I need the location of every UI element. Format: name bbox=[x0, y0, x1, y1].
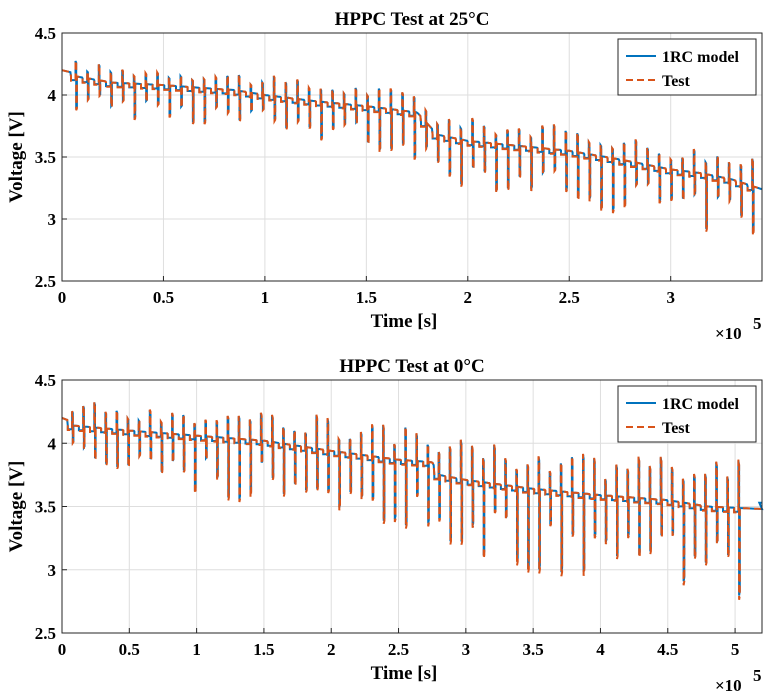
y-axis-label: Voltage [V] bbox=[6, 461, 27, 553]
chart-title: HPPC Test at 0°C bbox=[339, 356, 484, 377]
x-tick-label: 1 bbox=[261, 288, 270, 307]
x-tick-label: 3 bbox=[666, 288, 675, 307]
legend-box bbox=[617, 385, 757, 443]
x-tick-label: 2.5 bbox=[559, 288, 580, 307]
x-tick-label: 3.5 bbox=[523, 640, 544, 659]
x-axis-multiplier: ×10 bbox=[715, 324, 742, 343]
x-tick-label: 0 bbox=[58, 640, 67, 659]
y-tick-label: 2.5 bbox=[35, 272, 56, 291]
legend-label-1rc-model: 1RC model bbox=[662, 396, 739, 413]
y-tick-label: 2.5 bbox=[35, 624, 56, 643]
y-tick-label: 4.5 bbox=[35, 371, 56, 390]
y-tick-label: 3.5 bbox=[35, 498, 56, 517]
chart-hppc-0c: 0 0.5 1 1.5 2 2.5 3 3.5 4 4.5 5 2.5 3 3.5 4 4.5 HPPC Tes… bbox=[6, 356, 764, 695]
legend-box bbox=[617, 38, 757, 96]
y-axis-label: Voltage [V] bbox=[6, 111, 27, 203]
y-tick-label: 3 bbox=[48, 210, 57, 229]
x-axis-multiplier-exponent: 5 bbox=[753, 314, 762, 333]
x-axis-multiplier-exponent: 5 bbox=[753, 666, 762, 685]
x-tick-label: 1 bbox=[192, 640, 201, 659]
legend-label-1rc-model: 1RC model bbox=[662, 49, 739, 66]
x-tick-label: 0 bbox=[58, 288, 67, 307]
x-tick-label: 4.5 bbox=[657, 640, 678, 659]
series-line-test bbox=[61, 401, 763, 600]
y-tick-label: 4 bbox=[48, 86, 57, 105]
x-tick-label: 1.5 bbox=[253, 640, 274, 659]
x-tick-label: 0.5 bbox=[153, 288, 174, 307]
x-axis-multiplier: ×10 bbox=[715, 676, 742, 695]
x-tick-label: 2 bbox=[464, 288, 473, 307]
x-axis-label: Time [s] bbox=[371, 663, 438, 684]
series-line-test bbox=[61, 60, 763, 236]
legend: 1RC model Test bbox=[617, 38, 757, 96]
x-tick-label: 1.5 bbox=[356, 288, 377, 307]
x-tick-label: 0.5 bbox=[119, 640, 140, 659]
x-tick-label: 5 bbox=[731, 640, 740, 659]
legend: 1RC model Test bbox=[617, 385, 757, 443]
x-axis-label: Time [s] bbox=[371, 311, 438, 332]
legend-label-test: Test bbox=[662, 73, 691, 90]
x-tick-label: 2 bbox=[327, 640, 336, 659]
legend-label-test: Test bbox=[662, 420, 691, 437]
x-tick-label: 3 bbox=[462, 640, 471, 659]
x-tick-label: 4 bbox=[596, 640, 605, 659]
x-tick-label: 2.5 bbox=[388, 640, 409, 659]
y-tick-label: 4.5 bbox=[35, 24, 56, 43]
chart-title: HPPC Test at 25°C bbox=[335, 9, 490, 30]
y-tick-label: 3.5 bbox=[35, 148, 56, 167]
y-tick-label: 3 bbox=[48, 561, 57, 580]
chart-hppc-25c: 0 0.5 1 1.5 2 2.5 3 2.5 3 3.5 4 4.5 HPPC Test at 25°… bbox=[6, 9, 763, 343]
y-tick-label: 4 bbox=[48, 434, 57, 453]
